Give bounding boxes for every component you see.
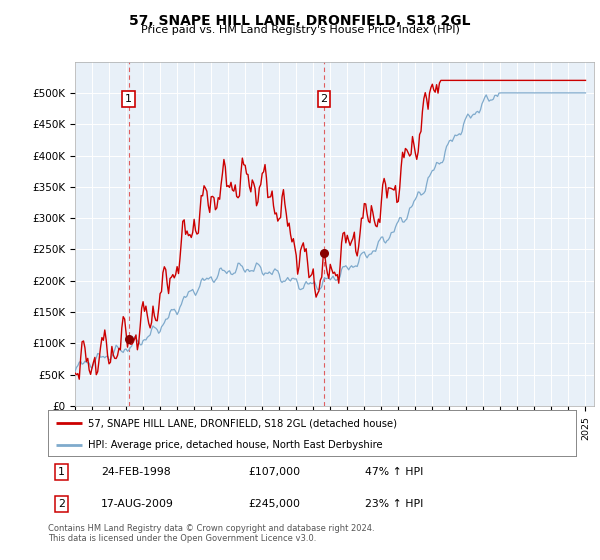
- Text: 2: 2: [58, 500, 65, 509]
- Text: Price paid vs. HM Land Registry's House Price Index (HPI): Price paid vs. HM Land Registry's House …: [140, 25, 460, 35]
- Text: £245,000: £245,000: [248, 500, 301, 509]
- Text: 57, SNAPE HILL LANE, DRONFIELD, S18 2GL: 57, SNAPE HILL LANE, DRONFIELD, S18 2GL: [129, 14, 471, 28]
- Text: 2: 2: [320, 94, 328, 104]
- Text: 1: 1: [125, 94, 132, 104]
- Text: £107,000: £107,000: [248, 467, 301, 477]
- Text: 23% ↑ HPI: 23% ↑ HPI: [365, 500, 423, 509]
- Text: 17-AUG-2009: 17-AUG-2009: [101, 500, 173, 509]
- Text: 1: 1: [58, 467, 65, 477]
- Text: HPI: Average price, detached house, North East Derbyshire: HPI: Average price, detached house, Nort…: [88, 440, 382, 450]
- Text: 24-FEB-1998: 24-FEB-1998: [101, 467, 170, 477]
- Text: Contains HM Land Registry data © Crown copyright and database right 2024.
This d: Contains HM Land Registry data © Crown c…: [48, 524, 374, 543]
- Text: 47% ↑ HPI: 47% ↑ HPI: [365, 467, 423, 477]
- Text: 57, SNAPE HILL LANE, DRONFIELD, S18 2GL (detached house): 57, SNAPE HILL LANE, DRONFIELD, S18 2GL …: [88, 418, 397, 428]
